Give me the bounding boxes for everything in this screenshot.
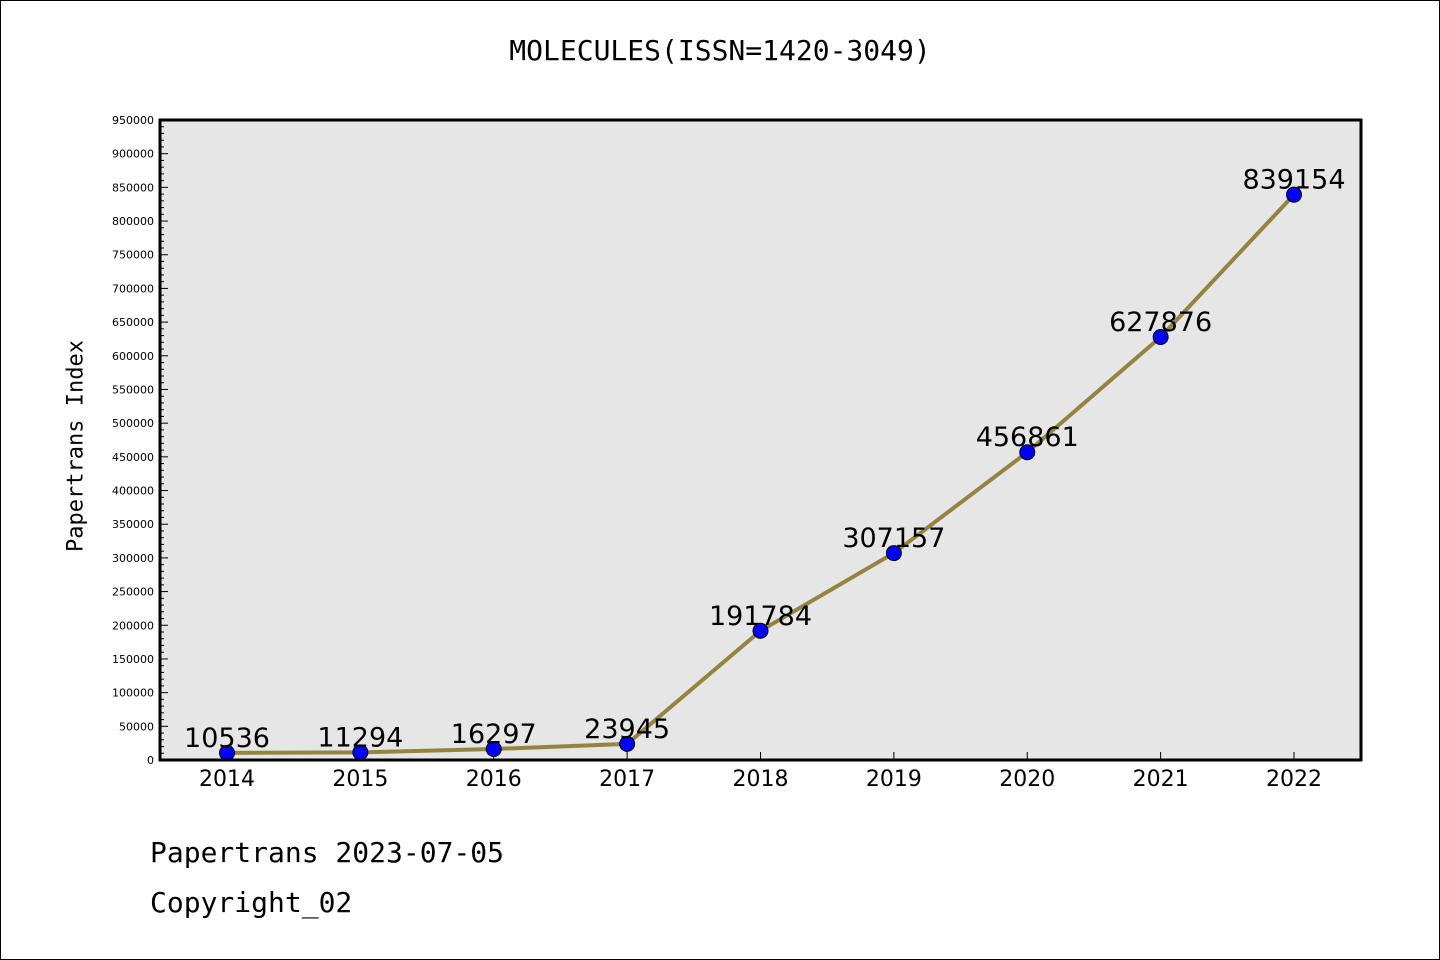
data-point	[752, 622, 769, 639]
x-tick-label: 2017	[599, 767, 655, 792]
x-tick-label: 2020	[999, 767, 1055, 792]
data-label: 307157	[842, 523, 945, 554]
y-tick-label: 100000	[112, 687, 154, 700]
y-tick-label: 850000	[112, 181, 154, 194]
data-label: 23945	[584, 714, 670, 745]
y-tick-label: 800000	[112, 215, 154, 228]
data-point	[1286, 186, 1302, 203]
y-tick-label: 700000	[112, 282, 154, 295]
y-tick-label: 750000	[112, 249, 154, 262]
y-tick-label: 900000	[112, 148, 154, 161]
data-point	[1152, 329, 1169, 346]
x-tick-label: 2018	[733, 767, 789, 792]
footer-date: Papertrans 2023-07-05	[150, 836, 505, 869]
data-label: 839154	[1242, 165, 1345, 196]
y-tick-label: 550000	[112, 383, 154, 396]
data-label: 191784	[709, 601, 812, 632]
x-tick-label: 2021	[1133, 767, 1189, 792]
data-point	[1019, 444, 1036, 461]
plot-border	[158, 118, 1363, 762]
data-point	[885, 545, 902, 562]
data-label: 16297	[451, 719, 537, 750]
y-tick-label: 600000	[112, 350, 154, 363]
y-tick-label: 950000	[112, 114, 154, 127]
y-tick-label: 400000	[112, 485, 154, 498]
x-tick-label: 2015	[332, 767, 388, 792]
y-tick-label: 50000	[119, 720, 154, 733]
y-tick-label: 500000	[112, 417, 154, 430]
y-tick-label: 650000	[112, 316, 154, 329]
data-label: 10536	[184, 723, 270, 754]
chart-title: MOLECULES(ISSN=1420-3049)	[509, 34, 931, 67]
footer-copyright: Copyright_02	[150, 886, 353, 919]
data-label: 456861	[976, 422, 1079, 453]
y-tick-label: 450000	[112, 451, 154, 464]
y-tick-label: 300000	[112, 552, 154, 565]
data-label: 627876	[1109, 307, 1212, 338]
y-tick-label: 0	[147, 754, 154, 767]
data-label: 11294	[317, 722, 403, 753]
plot-area	[160, 120, 1361, 760]
x-tick-label: 2014	[199, 767, 255, 792]
y-tick-label: 350000	[112, 518, 154, 531]
y-tick-label: 200000	[112, 619, 154, 632]
x-tick-label: 2022	[1266, 767, 1322, 792]
x-tick-label: 2019	[866, 767, 922, 792]
y-tick-label: 150000	[112, 653, 154, 666]
data-point	[485, 741, 502, 758]
data-point	[619, 735, 636, 752]
y-tick-label: 250000	[112, 586, 154, 599]
x-tick-label: 2016	[466, 767, 522, 792]
